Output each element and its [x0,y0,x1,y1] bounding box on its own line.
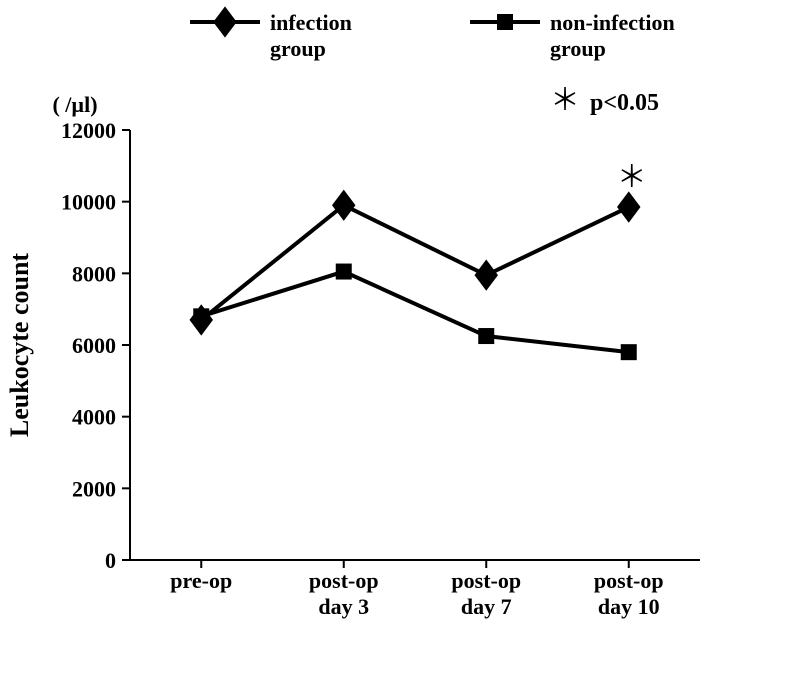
x-tick-label: post-op [309,568,379,593]
x-tick-label: day 3 [318,594,369,619]
legend-label-0: infection [270,10,352,35]
x-tick-label: post-op [451,568,521,593]
y-tick-label: 4000 [72,405,116,430]
x-tick-label: post-op [594,568,664,593]
y-tick-label: 12000 [61,118,116,143]
legend-label-1: non-infection [550,10,675,35]
significance-key-symbol: ＊ [550,84,580,117]
y-tick-label: 10000 [61,190,116,215]
y-tick-label: 0 [105,548,116,573]
x-tick-label: day 10 [598,594,660,619]
legend-label-1: group [550,36,606,61]
x-tick-label: pre-op [170,568,232,593]
chart-container: 0 2000 4000 6000 8000 10000 12000 pre-op post-op… [0,0,786,685]
x-tick-label: day 7 [461,594,512,619]
line-chart: 0 2000 4000 6000 8000 10000 12000 pre-op post-op… [0,0,786,685]
legend-label-0: group [270,36,326,61]
significance-mark: ＊ [617,161,647,194]
y-tick-label: 8000 [72,261,116,286]
y-unit-label: ( /µl) [52,92,97,117]
significance-key-label: p<0.05 [590,90,659,116]
y-tick-label: 6000 [72,333,116,358]
y-tick-label: 2000 [72,476,116,501]
y-axis-title: Leukocyte count [5,253,34,438]
